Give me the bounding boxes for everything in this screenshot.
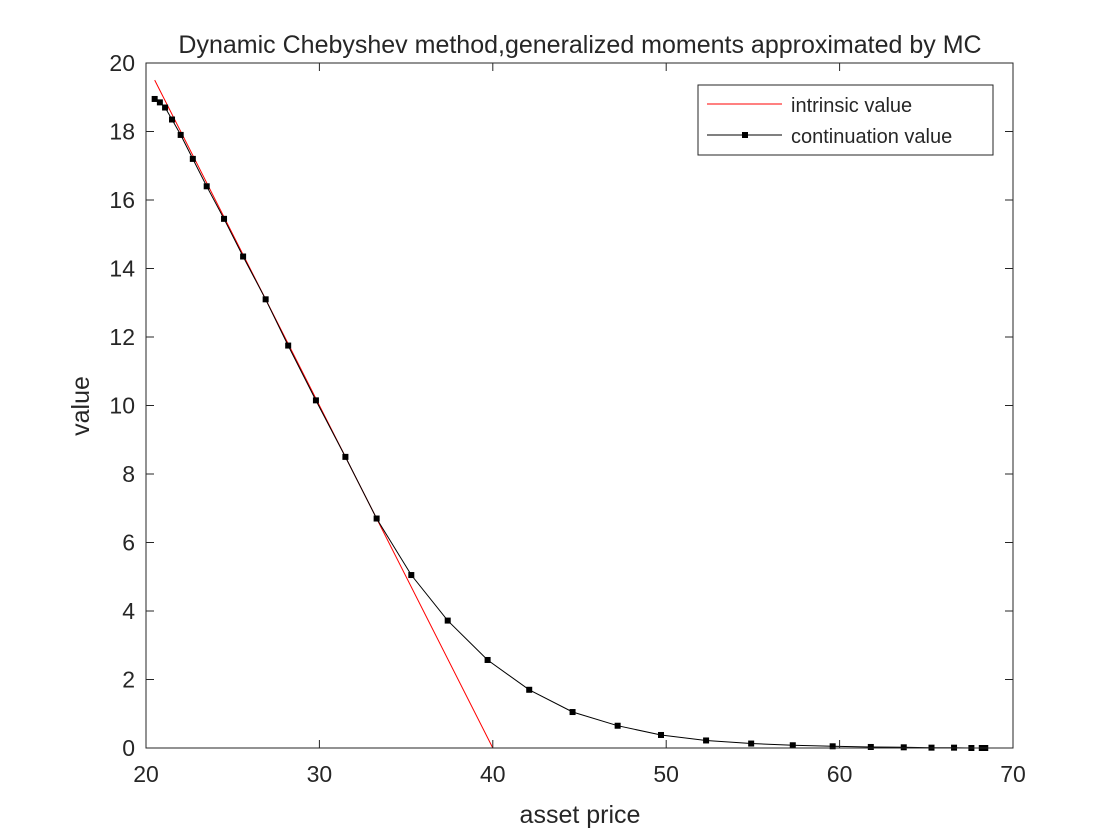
data-point-continuation-value xyxy=(342,453,349,460)
y-axis: 0 2 4 6 8 10 12 14 16 18 20 xyxy=(109,50,1013,761)
data-point-continuation-value xyxy=(169,116,176,123)
legend-marker-continuation-value xyxy=(742,132,748,138)
x-axis: 20 30 40 50 60 70 xyxy=(133,63,1026,787)
data-point-continuation-value xyxy=(262,296,269,303)
y-tick-label: 8 xyxy=(122,461,135,487)
x-tick-label: 40 xyxy=(480,761,506,787)
y-tick-label: 20 xyxy=(109,50,135,76)
x-tick-label: 60 xyxy=(827,761,853,787)
data-point-continuation-value xyxy=(151,95,158,102)
y-tick-label: 4 xyxy=(122,598,135,624)
data-point-continuation-value xyxy=(829,743,836,750)
legend-box xyxy=(697,84,994,156)
data-point-continuation-value xyxy=(408,572,415,579)
data-point-continuation-value xyxy=(526,686,533,693)
y-tick-label: 18 xyxy=(109,119,135,145)
axes-box xyxy=(145,62,1014,749)
data-point-continuation-value xyxy=(162,104,169,111)
x-axis-label: asset price xyxy=(520,801,641,829)
data-point-continuation-value xyxy=(203,183,210,190)
y-tick-label: 2 xyxy=(122,667,135,693)
legend-label-intrinsic-value: intrinsic value xyxy=(791,95,912,117)
legend-label-continuation-value: continuation value xyxy=(791,126,952,148)
data-point-continuation-value xyxy=(900,744,907,751)
data-point-continuation-value xyxy=(156,99,163,106)
series-line-continuation-value xyxy=(154,98,986,749)
y-tick-label: 12 xyxy=(109,324,135,350)
y-tick-label: 10 xyxy=(109,393,135,419)
data-point-continuation-value xyxy=(867,743,874,750)
data-point-continuation-value xyxy=(444,617,451,624)
data-point-continuation-value xyxy=(189,155,196,162)
y-tick-label: 14 xyxy=(109,256,135,282)
data-point-continuation-value xyxy=(177,131,184,138)
data-point-continuation-value xyxy=(240,253,247,260)
data-point-continuation-value xyxy=(569,709,576,716)
legend: intrinsic value continuation value xyxy=(697,84,994,156)
data-point-continuation-value xyxy=(703,737,710,744)
data-point-continuation-value xyxy=(614,722,621,729)
data-point-continuation-value xyxy=(312,397,319,404)
data-point-continuation-value xyxy=(221,215,228,222)
x-tick-label: 50 xyxy=(653,761,679,787)
x-tick-label: 20 xyxy=(133,761,159,787)
data-point-continuation-value xyxy=(373,515,380,522)
data-point-continuation-value xyxy=(484,656,491,663)
y-axis-label: value xyxy=(67,376,95,436)
chart-title: Dynamic Chebyshev method,generalized mom… xyxy=(178,31,981,59)
data-point-continuation-value xyxy=(748,740,755,747)
x-tick-label: 70 xyxy=(1000,761,1026,787)
y-tick-label: 0 xyxy=(122,735,135,761)
x-tick-label: 30 xyxy=(307,761,333,787)
y-tick-label: 6 xyxy=(122,530,135,556)
data-point-continuation-value xyxy=(789,742,796,749)
data-point-continuation-value xyxy=(657,731,664,738)
y-tick-label: 16 xyxy=(109,187,135,213)
data-point-continuation-value xyxy=(285,342,292,349)
